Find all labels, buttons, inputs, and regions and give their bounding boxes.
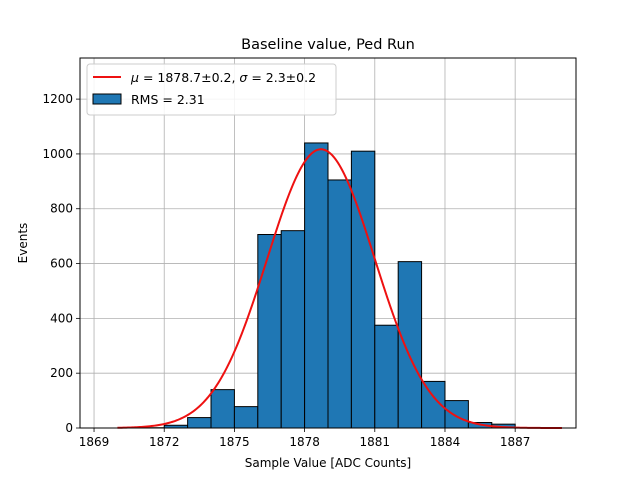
legend-histogram-swatch (92, 93, 122, 105)
legend-fit-label: μ = 1878.7±0.2, σ = 2.3±0.2 (130, 70, 316, 85)
y-axis-ticks: 0 200 400 600 800 1000 1200 (42, 92, 80, 435)
plot-frame (79, 57, 577, 429)
x-axis-label: Sample Value [ADC Counts] (245, 456, 411, 470)
legend-histogram-label: RMS = 2.31 (131, 92, 205, 107)
histogram-bar (280, 230, 306, 429)
legend: μ = 1878.7±0.2, σ = 2.3±0.2 RMS = 2.31 (86, 63, 337, 116)
legend-mu-symbol: μ (130, 70, 139, 85)
x-tick-label: 1881 (360, 435, 391, 449)
histogram-bar (187, 417, 212, 429)
histogram-bar (374, 324, 399, 429)
histogram-bar (257, 234, 282, 429)
legend-sigma-value: = 2.3±0.2 (251, 70, 316, 85)
x-tick-label: 1869 (79, 435, 110, 449)
gaussian-fit-curve (117, 148, 562, 429)
x-tick-label: 1872 (149, 435, 180, 449)
x-tick-label: 1875 (219, 435, 250, 449)
legend-box (86, 63, 337, 116)
y-tick-label: 400 (50, 311, 73, 325)
y-tick-label: 1200 (42, 92, 73, 106)
y-tick-label: 800 (50, 202, 73, 216)
histogram-bar (444, 400, 469, 429)
histogram-bar (327, 179, 352, 429)
legend-mu-value: = 1878.7±0.2, (143, 70, 239, 85)
histogram-bar (233, 406, 259, 429)
histogram-bar (210, 389, 235, 429)
x-tick-label: 1884 (430, 435, 461, 449)
histogram-bar (397, 261, 423, 429)
y-axis-label: Events (16, 223, 30, 264)
x-tick-label: 1878 (289, 435, 320, 449)
histogram-bar (304, 142, 329, 429)
y-tick-label: 0 (65, 421, 73, 435)
histogram-bars (140, 142, 516, 429)
y-tick-label: 600 (50, 257, 73, 271)
chart-title: Baseline value, Ped Run (241, 37, 415, 53)
x-tick-label: 1887 (500, 435, 531, 449)
histogram-bar (350, 150, 376, 429)
legend-sigma-symbol: σ (239, 70, 248, 85)
x-axis-ticks: 1869 1872 1875 1878 1881 1884 1887 (79, 428, 531, 449)
y-tick-label: 1000 (42, 147, 73, 161)
y-tick-label: 200 (50, 366, 73, 380)
